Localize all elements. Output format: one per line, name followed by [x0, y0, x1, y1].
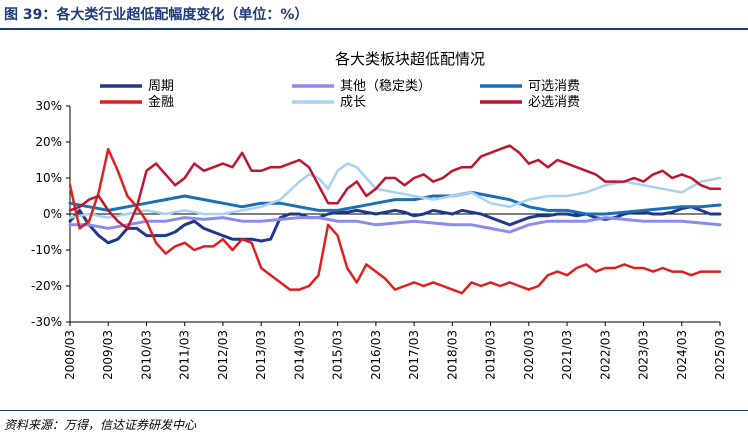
series-lines — [68, 144, 722, 295]
legend-label: 周期 — [148, 79, 174, 94]
x-tick-label: 2008/03 — [63, 330, 77, 380]
y-tick-label: -30% — [31, 315, 62, 329]
y-tick-label: -10% — [31, 243, 62, 257]
legend-label: 可选消费 — [528, 79, 580, 94]
legend-label: 必选消费 — [528, 95, 580, 110]
x-tick-label: 2012/03 — [216, 330, 230, 380]
x-tick-label: 2016/03 — [369, 330, 383, 380]
x-tick-label: 2009/03 — [101, 330, 115, 380]
source-note: 资料来源：万得，信达证券研发中心 — [4, 418, 197, 432]
series-line-1 — [68, 216, 722, 234]
x-tick-label: 2017/03 — [407, 330, 421, 380]
y-tick-label: 10% — [35, 171, 62, 185]
x-tick-label: 2015/03 — [331, 330, 345, 380]
chart-title: 各大类板块超低配情况 — [335, 50, 485, 68]
y-tick-label: 20% — [35, 135, 62, 149]
x-tick-label: 2024/03 — [675, 330, 689, 380]
y-tick-label: -20% — [31, 279, 62, 293]
x-tick-label: 2020/03 — [522, 330, 536, 380]
series-line-4 — [68, 147, 722, 295]
x-tick-label: 2025/03 — [713, 330, 727, 380]
x-tick-label: 2013/03 — [254, 330, 268, 380]
bottom-rule — [0, 410, 748, 411]
y-tick-label: 0% — [43, 207, 62, 221]
x-tick-label: 2022/03 — [598, 330, 612, 380]
series-line-3 — [68, 162, 722, 219]
x-tick-label: 2011/03 — [178, 330, 192, 380]
x-tick-label: 2014/03 — [292, 330, 306, 380]
y-tick-label: 30% — [35, 99, 62, 113]
x-tick-label: 2019/03 — [484, 330, 498, 380]
x-tick-label: 2010/03 — [139, 330, 153, 380]
series-line-2 — [68, 190, 722, 216]
x-tick-label: 2018/03 — [445, 330, 459, 380]
top-rule — [0, 28, 748, 30]
figure-title: 图 39：各大类行业超低配幅度变化（单位：%） — [4, 7, 309, 23]
x-tick-label: 2021/03 — [560, 330, 574, 380]
legend-label: 其他（稳定类） — [340, 78, 431, 94]
x-tick-label: 2023/03 — [637, 330, 651, 380]
series-line-5 — [68, 144, 722, 230]
axes: 30% 20% 10% 0% -10% -20% -30%2008/03 2009/03 201… — [31, 99, 727, 380]
legend-label: 金融 — [148, 94, 174, 110]
legend-label: 成长 — [340, 95, 366, 110]
